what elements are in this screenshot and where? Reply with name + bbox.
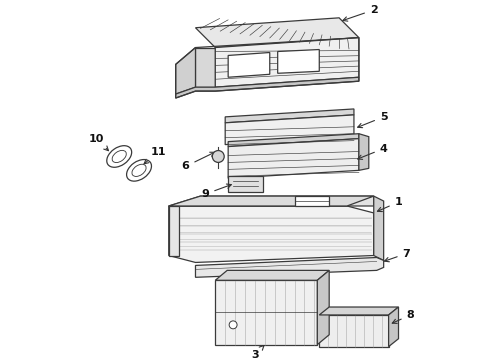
Ellipse shape [112,150,126,163]
Polygon shape [228,139,359,178]
Polygon shape [196,48,215,87]
Polygon shape [318,270,329,345]
Polygon shape [389,307,398,347]
Text: 6: 6 [182,152,215,171]
Text: 8: 8 [392,310,414,323]
Polygon shape [169,196,374,206]
Polygon shape [225,109,354,123]
Polygon shape [319,307,398,315]
Ellipse shape [132,164,146,176]
Polygon shape [169,206,179,256]
Polygon shape [176,48,196,94]
Polygon shape [169,196,374,206]
Polygon shape [228,176,263,192]
Polygon shape [169,206,374,262]
Text: 5: 5 [358,112,388,128]
Polygon shape [294,196,329,206]
Text: 11: 11 [144,147,167,164]
Circle shape [212,150,224,162]
Polygon shape [374,196,384,261]
Text: 3: 3 [251,346,264,360]
Polygon shape [215,270,329,280]
Polygon shape [225,115,354,145]
Polygon shape [215,280,318,345]
Text: 2: 2 [343,5,378,21]
Polygon shape [215,38,359,87]
Polygon shape [196,257,384,277]
Polygon shape [228,134,359,147]
Polygon shape [359,134,369,170]
Text: 4: 4 [358,144,388,159]
Text: 10: 10 [89,134,108,151]
Polygon shape [278,50,319,73]
Circle shape [229,321,237,329]
Polygon shape [176,77,359,98]
Text: 7: 7 [385,248,410,262]
Text: 1: 1 [377,197,402,212]
Polygon shape [196,18,359,48]
Text: 9: 9 [201,184,231,199]
Polygon shape [319,315,389,347]
Polygon shape [228,53,270,77]
